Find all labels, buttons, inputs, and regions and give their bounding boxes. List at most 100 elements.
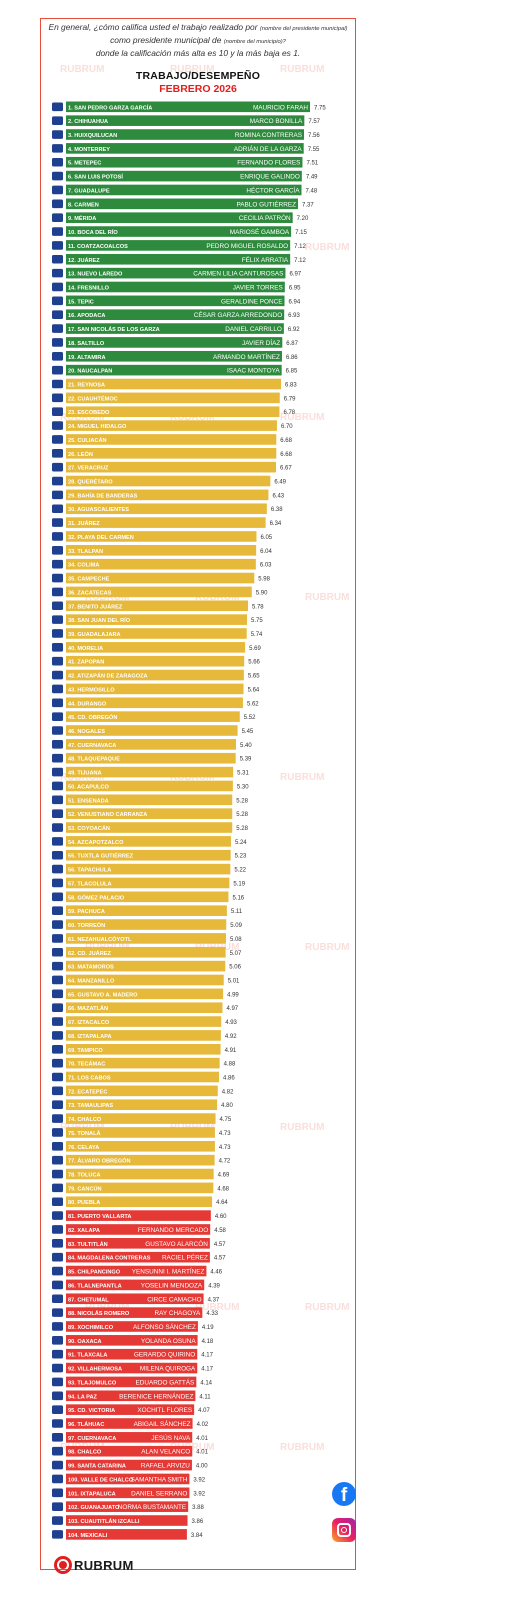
bar: [66, 212, 293, 223]
bar-category-label: 37. BENITO JUÁREZ: [68, 603, 123, 610]
bar-category-label: 72. ECATEPEC: [68, 1089, 107, 1095]
bar-value-label: 4.02: [197, 1422, 209, 1428]
watermark-text: RUBRUM: [305, 242, 349, 253]
bar: [66, 988, 224, 1000]
bar-value-label: 6.79: [284, 396, 296, 402]
bar-person-label: ISAAC MONTOYA: [227, 368, 280, 375]
bar-row: 77. ÁLVARO OBREGÓN 4.72: [52, 1154, 231, 1166]
bar-row: 8. CARMEN PABLO GUTIÉRREZ 7.37: [52, 198, 314, 210]
bar-row: 104. MEXICALI 3.84: [52, 1529, 203, 1540]
bar-value-label: 7.20: [297, 216, 309, 222]
bar-value-label: 4.19: [202, 1325, 214, 1331]
bar-value-label: 4.92: [225, 1034, 237, 1040]
bar-category-label: 68. IZTAPALAPA: [68, 1034, 112, 1040]
question-line-2: como presidente municipal de: [110, 35, 222, 45]
bar-value-label: 6.86: [286, 355, 298, 361]
bar-value-label: 4.73: [219, 1131, 231, 1137]
facebook-icon[interactable]: f: [332, 1482, 356, 1506]
party-logo-icon: [52, 1294, 63, 1304]
bar-row: 78. TOLUCA 4.69: [52, 1168, 230, 1180]
bar-row: 1. SAN PEDRO GARZA GARCÍA MAURICIO FARAH 7…: [52, 101, 326, 113]
party-logo-icon: [52, 587, 63, 597]
bar-row: 24. MIGUEL HIDALGO 6.70: [52, 420, 293, 431]
party-logo-icon: [52, 1017, 63, 1026]
party-logo-icon: [52, 892, 63, 902]
bar-category-label: 25. CULIACÁN: [68, 437, 107, 444]
party-logo-icon: [52, 726, 63, 735]
bar-value-label: 7.15: [295, 230, 307, 236]
bar: [66, 628, 247, 639]
bar-row: 35. CAMPECHE 5.98: [52, 572, 271, 584]
bar-person-label: RAFAEL ARVIZU: [141, 1463, 190, 1470]
bar-value-label: 5.19: [233, 881, 245, 887]
bar-category-label: 92. VILLAHERMOSA: [68, 1367, 122, 1373]
bar-category-label: 44. DURANGO: [68, 701, 107, 707]
bar-person-label: RAY CHAGOYA: [155, 1310, 202, 1317]
bar-value-label: 4.97: [226, 1006, 238, 1012]
bar-value-label: 5.90: [256, 590, 268, 596]
bar-person-label: RACIEL PÉREZ: [162, 1253, 208, 1262]
bar-category-label: 16. APODACA: [68, 313, 105, 319]
bar: [66, 1002, 223, 1013]
bar-row: 73. TAMAULIPAS 4.80: [52, 1099, 233, 1111]
bar-value-label: 4.68: [217, 1186, 229, 1192]
bar-row: 75. TONALÁ 4.73: [52, 1127, 231, 1138]
party-logo-icon: [52, 365, 63, 375]
bar-value-label: 4.37: [208, 1297, 220, 1303]
bar: [66, 780, 233, 792]
bar-value-label: 5.64: [248, 687, 260, 693]
bar: [66, 905, 227, 916]
bar-value-label: 3.88: [192, 1505, 204, 1511]
party-logo-icon: [52, 1169, 63, 1179]
bar-category-label: 42. ATIZAPÁN DE ZARAGOZA: [68, 673, 148, 680]
bar-category-label: 57. TLACOLULA: [68, 881, 112, 887]
party-logo-icon: [52, 213, 63, 222]
bar-person-label: HÉCTOR GARCÍA: [246, 185, 300, 194]
watermark-text: RUBRUM: [195, 592, 239, 603]
bar-row: 65. GUSTAVO A. MADERO 4.99: [52, 988, 239, 1000]
bar-category-label: 19. ALTAMIRA: [68, 355, 106, 361]
bar-value-label: 4.86: [223, 1076, 235, 1082]
bar-row: 79. CANCÚN 4.68: [52, 1182, 230, 1194]
bar-category-label: 77. ÁLVARO OBREGÓN: [68, 1157, 131, 1165]
bar: [66, 295, 285, 307]
bar-row: 4. MONTERREY ADRIÁN DE LA GARZA 7.55: [52, 143, 320, 154]
bar-category-label: 10. BOCA DEL RÍO: [68, 228, 118, 236]
bar: [66, 101, 310, 113]
bar-row: 76. CELAYA 4.73: [52, 1141, 231, 1152]
bar: [66, 337, 283, 348]
bar: [66, 198, 299, 210]
party-logo-icon: [52, 130, 63, 139]
party-logo-icon: [52, 324, 63, 333]
bar-value-label: 4.00: [196, 1464, 208, 1470]
bar-value-label: 5.74: [251, 632, 263, 638]
bar-category-label: 103. CUAUTITLÁN IZCALLI: [68, 1518, 140, 1525]
party-logo-icon: [52, 351, 63, 361]
party-logo-icon: [52, 1349, 63, 1359]
bar-category-label: 91. TLAXCALA: [68, 1353, 107, 1359]
bar: [66, 1321, 198, 1332]
party-logo-icon: [52, 601, 63, 611]
bar: [66, 448, 277, 459]
bar-row: 70. TECÁMAC 4.88: [52, 1057, 236, 1069]
bar-category-label: 78. TOLUCA: [68, 1173, 101, 1179]
bar-value-label: 5.39: [240, 757, 252, 763]
bar-category-label: 55. TUXTLA GUTIÉRREZ: [68, 852, 134, 860]
party-logo-icon: [52, 1252, 63, 1262]
bar-person-label: ROMINA CONTRERAS: [235, 132, 302, 139]
instagram-icon[interactable]: [332, 1518, 356, 1542]
bar-row: 95. CD. VICTORIA XOCHITL FLORES 4.07: [52, 1404, 210, 1415]
bar-category-label: 3. HUIXQUILUCAN: [68, 133, 117, 139]
bar-value-label: 4.93: [225, 1020, 237, 1026]
bar-category-label: 18. SALTILLO: [68, 341, 105, 347]
bar-category-label: 56. TAPACHULA: [68, 868, 111, 874]
bar-row: 72. ECATEPEC 4.82: [52, 1085, 234, 1097]
bar: [66, 378, 282, 390]
party-logo-icon: [52, 684, 63, 694]
party-logo-icon: [52, 144, 63, 153]
bar: [66, 1265, 207, 1277]
party-logo-icon: [52, 1488, 63, 1498]
bar: [66, 655, 245, 667]
bar-row: 74. CHALCO 4.75: [52, 1113, 232, 1124]
bar-category-label: 45. CD. OBREGÓN: [68, 713, 117, 721]
